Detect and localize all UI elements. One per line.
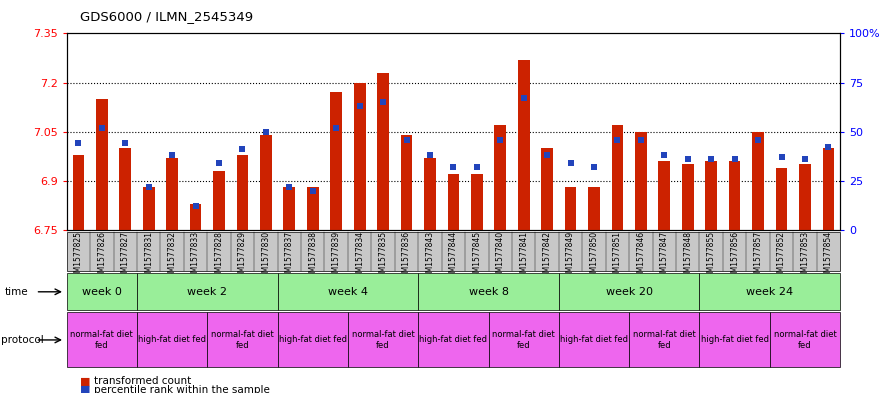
Point (95, 125, 109, 131)
Point (399, 136, 413, 143)
Bar (143, 187, 155, 230)
Bar (471, 174, 483, 230)
Bar (612, 125, 623, 230)
Point (353, 103, 367, 109)
Point (71, 140, 85, 147)
Text: normal-fat diet
fed: normal-fat diet fed (493, 330, 555, 350)
Text: week 0: week 0 (82, 287, 122, 297)
Bar (776, 168, 788, 230)
Bar (284, 187, 295, 230)
Text: high-fat diet fed: high-fat diet fed (279, 336, 347, 344)
Text: high-fat diet fed: high-fat diet fed (560, 336, 628, 344)
Point (259, 129, 273, 135)
Text: transformed count: transformed count (94, 376, 191, 386)
Bar (705, 161, 717, 230)
Point (611, 136, 625, 143)
Text: normal-fat diet
fed: normal-fat diet fed (352, 330, 414, 350)
Bar (447, 174, 460, 230)
Bar (189, 204, 202, 230)
Point (469, 164, 484, 170)
Point (236, 146, 250, 152)
Point (446, 164, 461, 170)
Bar (565, 187, 576, 230)
Point (751, 136, 765, 143)
Bar (752, 132, 764, 230)
Point (188, 203, 203, 209)
Text: normal-fat diet
fed: normal-fat diet fed (773, 330, 837, 350)
Bar (401, 135, 412, 230)
Bar (213, 171, 225, 230)
Point (212, 160, 226, 166)
Point (165, 152, 180, 158)
Bar (822, 148, 834, 230)
Point (376, 99, 390, 105)
Bar (729, 161, 741, 230)
Bar (635, 132, 647, 230)
Point (797, 156, 812, 162)
Point (493, 136, 508, 143)
Point (141, 184, 156, 190)
Point (774, 154, 789, 160)
Text: week 2: week 2 (188, 287, 228, 297)
Text: normal-fat diet
fed: normal-fat diet fed (211, 330, 274, 350)
Bar (354, 83, 365, 230)
Point (587, 164, 601, 170)
Bar (166, 158, 178, 230)
Bar (659, 161, 670, 230)
Point (657, 152, 671, 158)
Point (517, 95, 531, 101)
Bar (96, 99, 108, 230)
Bar (494, 125, 506, 230)
Bar (799, 164, 811, 230)
Text: normal-fat diet
fed: normal-fat diet fed (633, 330, 696, 350)
Point (329, 125, 343, 131)
Point (681, 156, 695, 162)
Bar (424, 158, 436, 230)
Bar (377, 73, 389, 230)
Point (727, 156, 741, 162)
Bar (682, 164, 693, 230)
Text: week 20: week 20 (605, 287, 653, 297)
Point (118, 140, 132, 147)
Point (282, 184, 296, 190)
Text: week 24: week 24 (746, 287, 793, 297)
Point (306, 187, 320, 194)
Bar (119, 148, 132, 230)
Bar (589, 187, 600, 230)
Text: normal-fat diet
fed: normal-fat diet fed (70, 330, 133, 350)
Text: protocol: protocol (1, 335, 44, 345)
Bar (236, 154, 248, 230)
Bar (260, 135, 272, 230)
Bar (517, 60, 530, 230)
Text: percentile rank within the sample: percentile rank within the sample (94, 385, 270, 393)
Point (540, 152, 554, 158)
Point (634, 136, 648, 143)
Text: high-fat diet fed: high-fat diet fed (420, 336, 487, 344)
Point (423, 152, 437, 158)
Bar (307, 187, 318, 230)
Text: GDS6000 / ILMN_2545349: GDS6000 / ILMN_2545349 (80, 10, 253, 23)
Bar (73, 154, 84, 230)
Text: week 8: week 8 (469, 287, 509, 297)
Point (704, 156, 718, 162)
Bar (331, 92, 342, 230)
Text: ■: ■ (80, 385, 91, 393)
Point (821, 144, 836, 151)
Text: time: time (4, 287, 28, 297)
Text: ■: ■ (80, 376, 91, 386)
Text: week 4: week 4 (328, 287, 368, 297)
Bar (541, 148, 553, 230)
Text: high-fat diet fed: high-fat diet fed (138, 336, 206, 344)
Point (564, 160, 578, 166)
Text: high-fat diet fed: high-fat diet fed (701, 336, 769, 344)
